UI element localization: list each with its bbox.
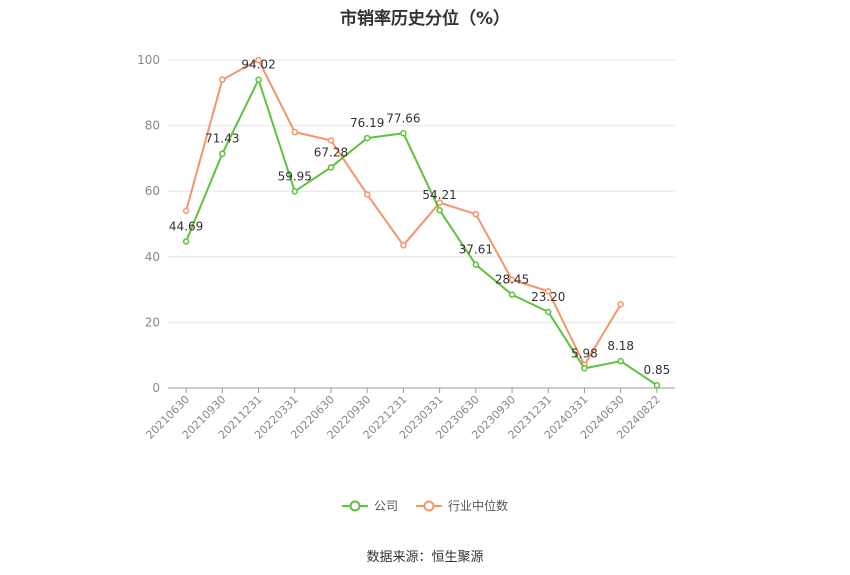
data-point-0 [653,381,661,389]
series-line-0 [185,76,658,387]
data-point-1 [508,276,516,284]
data-label: 94.02 [241,58,275,72]
data-label: 37.61 [459,243,493,257]
data-label: 28.45 [495,273,529,287]
legend-company-label: 公司 [373,499,398,513]
data-label: 0.85 [644,363,671,377]
data-point-1 [472,210,480,218]
data-point-1 [545,287,552,295]
data-label: 8.18 [607,339,634,353]
data-point-1 [182,207,190,215]
data-label: 76.19 [350,116,384,130]
y-tick-label-40: 40 [145,250,160,264]
data-point-0 [327,164,335,171]
y-tick-label-20: 20 [145,315,160,329]
x-axis: 2021063020210930202112312022033120220630… [143,387,675,442]
chart-title: 市销率历史分位（%） [339,9,511,29]
y-tick-label-100: 100 [137,53,160,67]
data-point-0 [363,134,371,142]
data-point-1 [400,242,407,249]
data-label: 71.43 [205,132,239,146]
data-label: 5.98 [571,346,598,360]
data-label: 77.66 [386,111,420,125]
legend-industry-marker [416,500,442,511]
data-point-0 [219,150,226,157]
legend-item-industry-median[interactable]: 行业中位数 [416,497,508,514]
data-point-0 [508,291,516,298]
data-point-0 [182,238,190,245]
data-point-0 [291,188,298,195]
data-point-1 [219,76,226,83]
data-point-1 [291,128,298,136]
y-axis: 0 20 40 60 80 100 [137,53,160,395]
data-point-0 [255,76,262,83]
legend: 公司 行业中位数 [0,497,850,514]
legend-company-marker [341,500,368,511]
data-label: 23.20 [531,290,565,304]
data-point-1 [255,56,262,64]
data-point-0 [400,130,407,137]
y-tick-label-0: 0 [152,381,160,395]
data-label: 44.69 [169,219,203,233]
data-label: 67.28 [314,145,348,159]
source-note: 数据来源：恒生聚源 [366,550,484,565]
data-point-0 [472,261,480,268]
data-point-0 [581,365,588,372]
grid-lines [168,59,675,323]
y-tick-label-60: 60 [145,184,160,198]
series-line-1 [185,58,622,368]
series-layer [182,56,661,389]
data-point-1 [327,137,335,144]
data-label: 59.95 [278,169,312,183]
data-point-1 [617,301,624,308]
data-point-1 [363,191,371,198]
y-tick-label-80: 80 [145,119,160,133]
data-label: 54.21 [422,188,456,202]
data-point-0 [617,357,624,365]
data-point-0 [436,206,443,214]
data-point-0 [545,308,552,316]
legend-industry-label: 行业中位数 [448,499,509,513]
legend-item-company[interactable]: 公司 [341,497,398,514]
